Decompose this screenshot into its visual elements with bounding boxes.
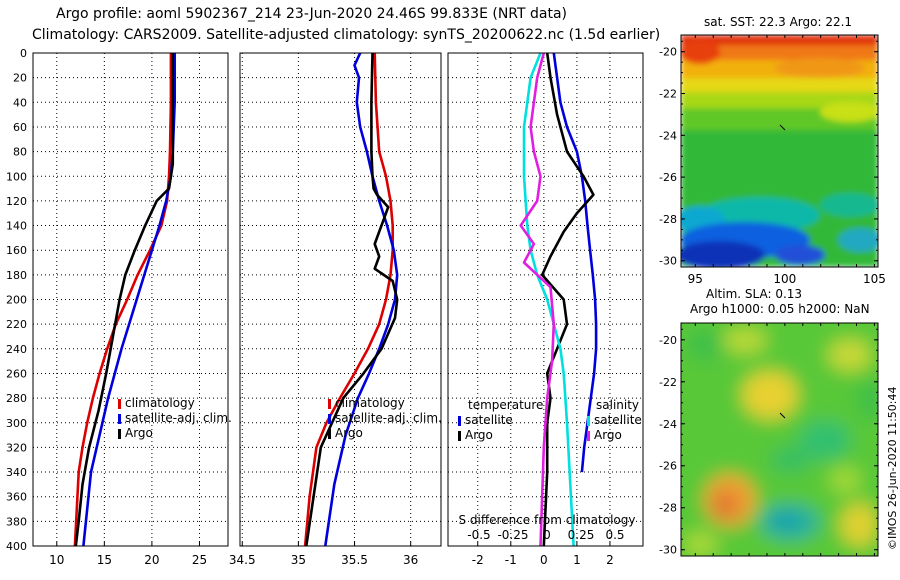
x-tick-label: 2 (606, 553, 614, 567)
x-tick-label: 35.5 (341, 553, 368, 567)
difference-panel: -2 -1 0 1 2temperaturesatelliteArgosalinitys… (447, 52, 644, 567)
x-tick-label: 25 (192, 553, 207, 567)
depth-tick-label: 260 (6, 367, 27, 380)
depth-tick-label: 280 (6, 392, 27, 405)
legend-item: Argo (125, 426, 153, 440)
x-tick-label: 35 (291, 553, 306, 567)
sla-map-title: Altim. SLA: 0.13 (706, 287, 803, 301)
depth-tick-label: 220 (6, 318, 27, 331)
depth-tick-label: 320 (6, 441, 27, 454)
legend-item: satellite (465, 413, 513, 427)
series-argo (74, 53, 175, 546)
lat-tick-label: -26 (659, 171, 677, 184)
x-tick-label: 15 (97, 553, 112, 567)
lat-tick-label: -30 (659, 255, 677, 268)
depth-tick-label: 380 (6, 515, 27, 528)
depth-axis-labels: 0 20 40 60 80 100 120 140 160 180 200 220 240 260 280 3… (6, 47, 27, 553)
x-tick-label: -2 (472, 553, 484, 567)
secondary-x-tick-label: -0.25 (497, 528, 528, 542)
x-tick-label: 0 (540, 553, 548, 567)
series-salinity-argo (519, 53, 556, 546)
legend-item: climatology (335, 396, 405, 410)
lat-tick-label: -26 (659, 460, 677, 473)
figure-title-line2: Climatology: CARS2009. Satellite-adjuste… (32, 27, 661, 43)
depth-tick-label: 60 (13, 121, 27, 134)
depth-tick-label: 400 (6, 540, 27, 553)
depth-tick-label: 120 (6, 195, 27, 208)
legend-item: satellite-adj. clim. (335, 411, 442, 425)
series-temperature-argo (540, 53, 595, 546)
depth-tick-label: 300 (6, 417, 27, 430)
secondary-x-tick-label: -0.5 (467, 528, 490, 542)
legend-item: Argo (594, 428, 622, 442)
depth-tick-label: 240 (6, 343, 27, 356)
lat-tick-label: -28 (659, 502, 677, 515)
grid (240, 53, 441, 546)
figure-title-line1: Argo profile: aoml 5902367_214 23-Jun-20… (56, 6, 568, 22)
legend-item: Argo (335, 426, 363, 440)
grid (448, 53, 643, 546)
imos-credit: ©IMOS 26-Jun-2020 11:50:44 (886, 386, 899, 550)
secondary-x-tick-label: 0 (543, 528, 551, 542)
x-tick-label: 20 (144, 553, 159, 567)
lon-tick-label: 105 (863, 272, 886, 286)
depth-tick-label: 340 (6, 466, 27, 479)
sla-map: -20 -22 -24 -26 -28 -30 (659, 322, 879, 557)
legend-group-title: salinity (596, 398, 639, 412)
lat-tick-label: -20 (659, 334, 677, 347)
series-climatology (303, 53, 395, 546)
lat-tick-label: -20 (659, 46, 677, 59)
legend-group-title: temperature (468, 398, 543, 412)
x-tick-label: 36 (403, 553, 418, 567)
legend-item: climatology (125, 396, 195, 410)
series-salinity-satellite (522, 53, 575, 546)
legend-item: Argo (465, 428, 493, 442)
series-climatology (73, 53, 173, 546)
secondary-x-tick-label: 0.5 (605, 528, 624, 542)
depth-tick-label: 20 (13, 72, 27, 85)
lat-tick-label: -30 (659, 544, 677, 557)
depth-tick-label: 200 (6, 294, 27, 307)
secondary-x-tick-label: 0.25 (568, 528, 595, 542)
depth-tick-label: 80 (13, 146, 27, 159)
legend-item: satellite (594, 413, 642, 427)
depth-tick-label: 140 (6, 220, 27, 233)
sla-map-subtitle: Argo h1000: 0.05 h2000: NaN (690, 302, 870, 316)
lat-tick-label: -22 (659, 376, 677, 389)
grid (33, 53, 228, 546)
lat-tick-label: -28 (659, 213, 677, 226)
legend: temperaturesatelliteArgosalinitysatellit… (458, 398, 642, 442)
legend-item: satellite-adj. clim. (125, 411, 232, 425)
depth-tick-label: 360 (6, 491, 27, 504)
lat-tick-label: -24 (659, 418, 677, 431)
depth-tick-label: 0 (20, 47, 27, 60)
x-tick-label: -1 (505, 553, 517, 567)
series-satellite-adj-clim- (324, 53, 399, 546)
x-tick-label: 34.5 (229, 553, 256, 567)
depth-tick-label: 160 (6, 244, 27, 257)
x-tick-label: 1 (573, 553, 581, 567)
series-temperature-satellite (552, 53, 598, 473)
sst-map: -20 -22 -24 -26 -28 -30 95 100 105 (659, 34, 886, 286)
lon-tick-label: 100 (773, 272, 796, 286)
secondary-axis-title: S difference from climatology (459, 513, 636, 527)
lon-tick-label: 95 (688, 272, 703, 286)
sst-map-title: sat. SST: 22.3 Argo: 22.1 (704, 15, 853, 29)
x-tick-label: 10 (49, 553, 64, 567)
depth-tick-label: 40 (13, 96, 27, 109)
depth-tick-label: 100 (6, 170, 27, 183)
series-argo (305, 53, 399, 546)
lat-tick-label: -22 (659, 88, 677, 101)
depth-tick-label: 180 (6, 269, 27, 282)
lat-tick-label: -24 (659, 129, 677, 142)
